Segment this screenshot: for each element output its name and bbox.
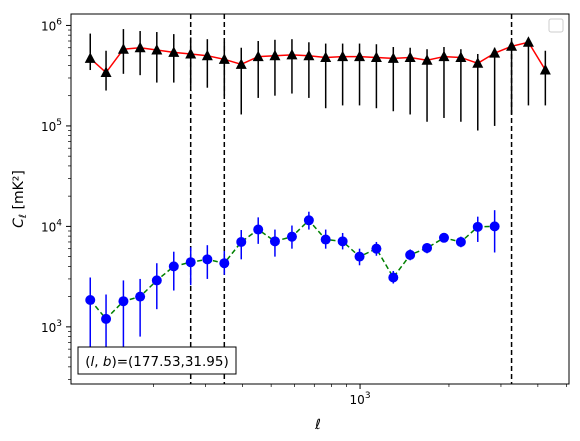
x-tick-label-exponent: 3 bbox=[365, 391, 371, 401]
series-1-marker bbox=[438, 232, 449, 243]
series-0-marker bbox=[168, 46, 180, 57]
x-axis-label: ℓ bbox=[314, 417, 321, 433]
y-tick-label-exponent: 4 bbox=[56, 218, 62, 228]
axes-frame bbox=[70, 13, 570, 385]
series-1-marker bbox=[354, 251, 365, 262]
series-0-marker bbox=[522, 36, 534, 47]
y-tick-label: 106 bbox=[41, 17, 62, 33]
series-0-marker bbox=[100, 66, 112, 78]
annotation-part-0: ( bbox=[85, 354, 90, 370]
series-1-marker bbox=[303, 215, 314, 226]
ylabel-unit: [mK²] bbox=[11, 170, 27, 214]
series-0-marker bbox=[506, 40, 518, 51]
series-1-marker bbox=[85, 295, 96, 306]
series-1-marker bbox=[219, 258, 230, 269]
y-tick-label-base: 10 bbox=[41, 120, 56, 134]
series-1-marker bbox=[472, 221, 483, 232]
series-1-marker bbox=[371, 243, 382, 254]
series-1-marker bbox=[168, 261, 179, 272]
annotation-part-4: )=(177.53,31.95) bbox=[111, 354, 228, 370]
series-0-marker bbox=[489, 47, 501, 58]
series-1-marker bbox=[337, 236, 348, 247]
annotation-box: (l, b)=(177.53,31.95) bbox=[77, 346, 237, 375]
series-0-marker bbox=[84, 52, 96, 63]
series-0-marker bbox=[286, 48, 298, 60]
series-1-marker bbox=[253, 224, 264, 235]
y-tick-label: 105 bbox=[41, 118, 62, 134]
series-1-marker bbox=[135, 291, 146, 302]
annotation-part-3: b bbox=[103, 354, 112, 370]
y-tick-label: 103 bbox=[41, 319, 62, 335]
series-0-marker bbox=[201, 49, 213, 61]
series-0-marker bbox=[472, 57, 484, 68]
y-tick-label-exponent: 3 bbox=[56, 319, 62, 329]
series-0-marker bbox=[387, 52, 399, 63]
series-0-marker bbox=[337, 50, 349, 62]
y-tick-label-exponent: 6 bbox=[56, 17, 62, 27]
annotation-part-2: , bbox=[94, 354, 103, 370]
series-1-marker bbox=[405, 249, 416, 260]
series-0-marker bbox=[404, 51, 416, 62]
series-1-marker bbox=[286, 231, 297, 242]
series-0-marker bbox=[320, 51, 332, 62]
series-1-marker bbox=[455, 236, 466, 247]
plot-area bbox=[84, 14, 551, 384]
series-0-marker bbox=[185, 47, 197, 59]
y-tick-label-base: 10 bbox=[41, 220, 56, 234]
series-1-marker bbox=[151, 275, 162, 286]
series-1-marker bbox=[101, 313, 112, 324]
series-1-marker bbox=[489, 221, 500, 232]
x-tick-label-base: 10 bbox=[350, 393, 365, 407]
series-0-marker bbox=[252, 50, 264, 62]
series-0-marker bbox=[151, 43, 163, 55]
series-0-marker bbox=[269, 49, 281, 61]
series-0-marker bbox=[370, 51, 382, 62]
ylabel-symbol: C bbox=[11, 218, 27, 228]
series-1-marker bbox=[422, 242, 433, 253]
series-1-marker bbox=[236, 236, 247, 247]
annotation-text: (l, b)=(177.53,31.95) bbox=[85, 354, 229, 370]
series-0-marker bbox=[218, 53, 230, 64]
legend-empty-frame bbox=[548, 18, 564, 33]
series-1-marker bbox=[269, 236, 280, 247]
series-1-marker bbox=[185, 257, 196, 268]
series-1-marker bbox=[118, 296, 129, 307]
series-0-marker bbox=[134, 41, 146, 53]
series-0-marker bbox=[438, 50, 450, 62]
series-1-marker bbox=[202, 254, 213, 265]
legend-box bbox=[548, 18, 564, 33]
series-0-line bbox=[89, 41, 546, 74]
x-tick-label: 103 bbox=[350, 391, 371, 407]
series-0-marker bbox=[455, 51, 467, 62]
y-axis-label: Cℓ [mK²] bbox=[11, 170, 29, 228]
series-1-marker bbox=[388, 272, 399, 283]
ylabel-subscript: ℓ bbox=[18, 214, 29, 218]
series-0-marker bbox=[117, 43, 129, 54]
y-tick-label-base: 10 bbox=[41, 321, 56, 335]
annotation-part-1: l bbox=[91, 354, 95, 370]
y-tick-label-exponent: 5 bbox=[56, 118, 62, 128]
series-0-marker bbox=[539, 64, 551, 75]
series-0-marker bbox=[421, 54, 433, 65]
series-1-marker bbox=[320, 234, 331, 245]
annotation-frame bbox=[77, 346, 237, 375]
series-0-marker bbox=[235, 58, 247, 69]
series-0-marker bbox=[303, 49, 315, 61]
y-tick-label-base: 10 bbox=[41, 19, 56, 33]
y-tick-label: 104 bbox=[41, 218, 62, 234]
series-0-marker bbox=[354, 50, 366, 62]
